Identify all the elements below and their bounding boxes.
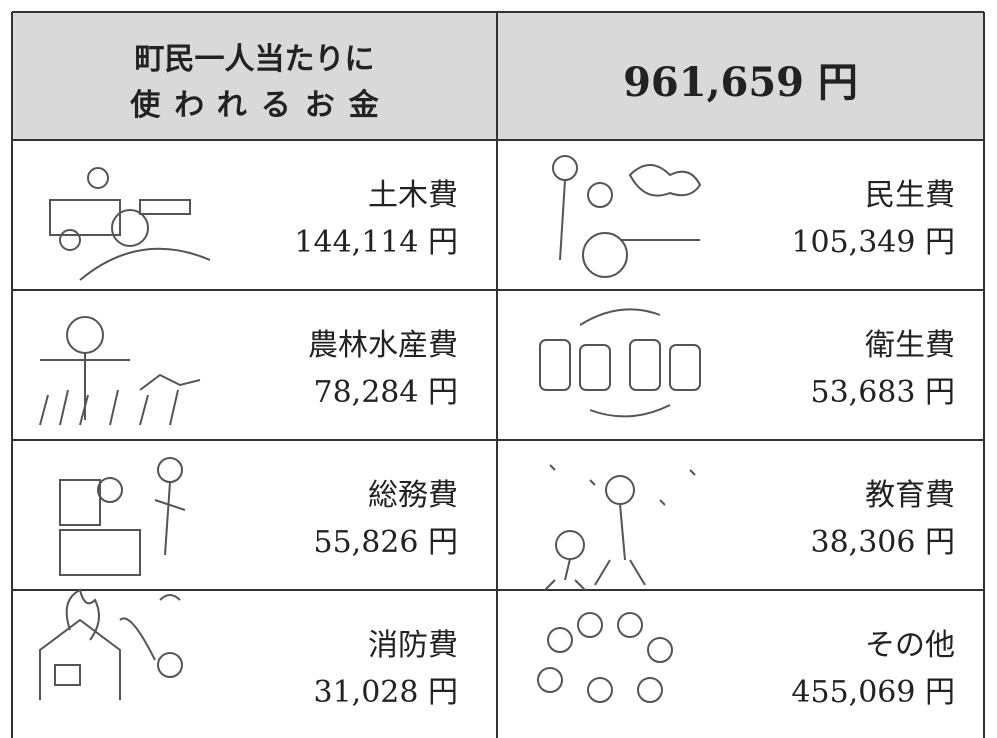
item-amount: 31,028 円 <box>313 675 458 710</box>
farm-illustration <box>39 316 201 426</box>
item-name: 総務費 <box>368 478 458 513</box>
hygiene-illustration <box>539 308 701 418</box>
item-name: 民生費 <box>865 178 955 213</box>
header-title-line: 使われるお金 <box>130 88 393 123</box>
office-illustration <box>59 457 186 576</box>
item-amount: 55,826 円 <box>313 525 458 560</box>
header-title-line: 町民一人当たりに <box>134 42 375 77</box>
others-illustration <box>537 612 673 703</box>
item-name: 農林水産費 <box>308 328 458 363</box>
item-name: 消防費 <box>368 628 458 663</box>
education-illustration <box>544 464 696 591</box>
road-illustration <box>49 167 211 281</box>
item-name: その他 <box>865 628 955 663</box>
item-amount: 455,069 円 <box>791 675 955 710</box>
item-amount: 144,114 円 <box>294 225 458 260</box>
item-amount: 53,683 円 <box>810 375 955 410</box>
item-amount: 38,306 円 <box>810 525 955 560</box>
item-name: 教育費 <box>865 478 955 513</box>
item-name: 土木費 <box>368 178 458 213</box>
item-name: 衛生費 <box>865 328 955 363</box>
header-total: 961,659 円 <box>623 59 858 106</box>
item-amount: 105,349 円 <box>791 225 955 260</box>
welfare-illustration <box>552 155 702 278</box>
table-lines <box>11 11 985 738</box>
item-amount: 78,284 円 <box>313 375 458 410</box>
illustrations <box>39 155 702 703</box>
fire-illustration <box>39 588 183 700</box>
